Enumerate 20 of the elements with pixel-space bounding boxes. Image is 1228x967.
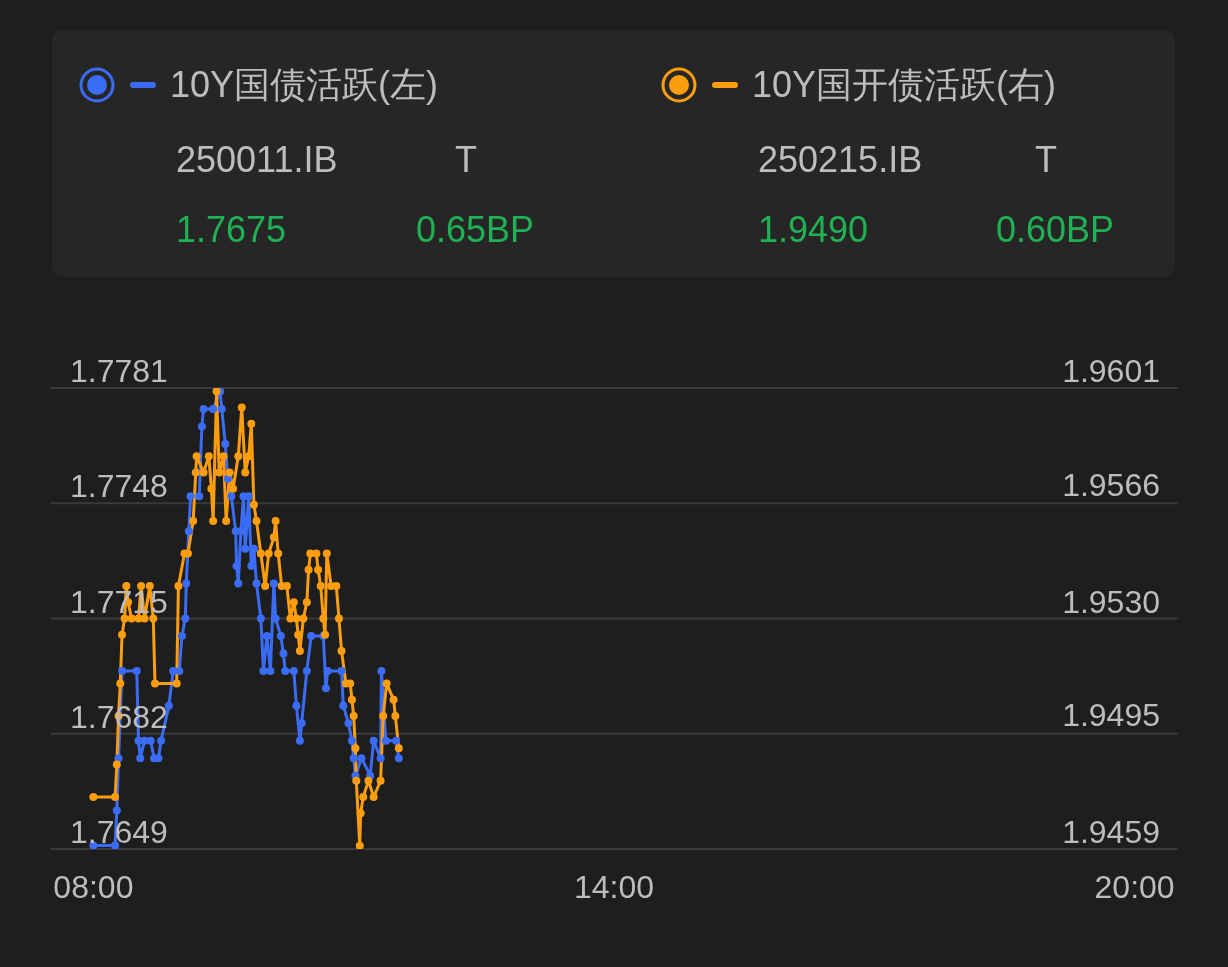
- y2-tick-label: 1.9495: [1062, 697, 1160, 734]
- y2-tick-label: 1.9459: [1062, 814, 1160, 850]
- y2-tick-label: 1.9601: [1062, 353, 1160, 389]
- text: 0.65BP: [416, 208, 535, 252]
- text: 250215.IB: [758, 138, 924, 182]
- text: 250011.IB: [176, 138, 339, 182]
- y-tick-label: 1.7781: [70, 353, 168, 389]
- x-tick-label: 14:00: [573, 868, 655, 905]
- y2-tick-label: 1.9530: [1062, 583, 1160, 620]
- y2-tick-label: 1.9566: [1062, 466, 1160, 503]
- x-tick-label: 08:00: [53, 868, 134, 905]
- x-tick-label: 20:00: [1094, 868, 1175, 905]
- legend-label: 10Y国开债活跃(右): [752, 62, 1057, 107]
- legend-label: 10Y国债活跃(左): [170, 62, 439, 107]
- text: 1.7675: [176, 208, 288, 252]
- text: 1.9490: [758, 208, 870, 252]
- text: T: [454, 138, 478, 182]
- text: 0.60BP: [996, 208, 1115, 252]
- y-tick-label: 1.7748: [70, 468, 168, 505]
- text: T: [1034, 138, 1058, 182]
